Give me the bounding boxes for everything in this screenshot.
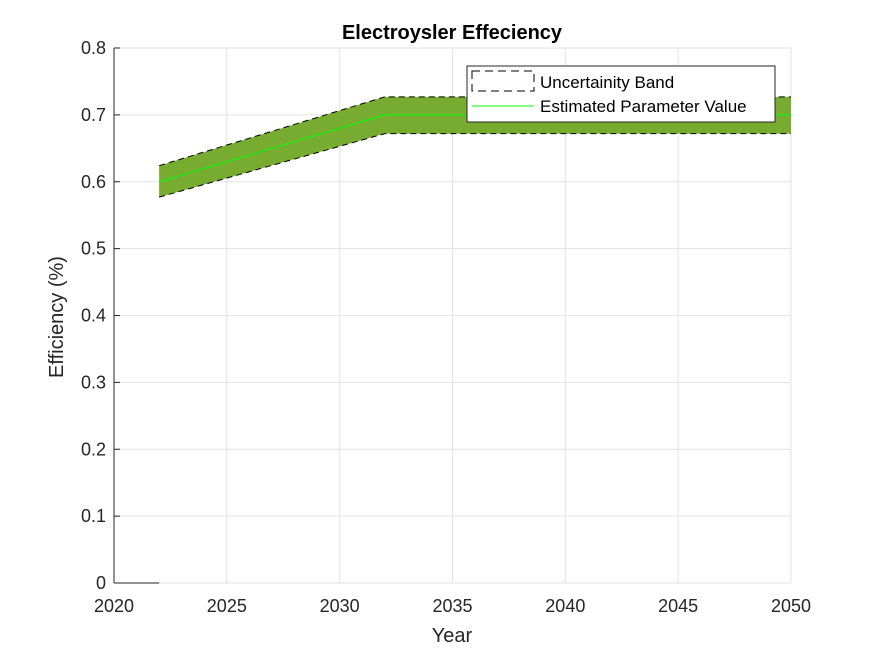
- x-tick-label: 2020: [94, 596, 134, 616]
- legend-label-band: Uncertainity Band: [540, 73, 674, 92]
- legend-swatch-band: [471, 70, 535, 92]
- x-tick-label: 2025: [207, 596, 247, 616]
- x-tick-label: 2030: [320, 596, 360, 616]
- x-tick-labels: 2020 2025 2030 2035 2040 2045 2050: [94, 596, 811, 616]
- y-tick-label: 0.5: [81, 239, 106, 259]
- y-axis-label: Efficiency (%): [46, 256, 68, 378]
- y-tick-label: 0.3: [81, 372, 106, 392]
- x-tick-label: 2040: [545, 596, 585, 616]
- legend-label-line: Estimated Parameter Value: [540, 97, 747, 116]
- x-tick-label: 2050: [771, 596, 811, 616]
- y-tick-label: 0.1: [81, 506, 106, 526]
- grid: [113, 47, 792, 584]
- x-tick-label: 2035: [432, 596, 472, 616]
- uncertainty-band-lower-edge: [158, 133, 791, 198]
- legend: Uncertainity Band Estimated Parameter Va…: [466, 65, 776, 123]
- y-tick-label: 0.2: [81, 439, 106, 459]
- chart-title: Electroysler Effeciency: [342, 22, 563, 44]
- y-tick-label: 0: [96, 573, 106, 593]
- x-tick-label: 2045: [658, 596, 698, 616]
- x-axis-label: Year: [432, 625, 473, 647]
- y-tick-label: 0.6: [81, 172, 106, 192]
- y-tick-label: 0.8: [81, 38, 106, 58]
- axes: [113, 47, 160, 584]
- y-tick-label: 0.7: [81, 105, 106, 125]
- y-tick-labels: 0 0.1 0.2 0.3 0.4 0.5 0.6 0.7 0.8: [81, 38, 106, 593]
- y-tick-label: 0.4: [81, 306, 106, 326]
- uncertainty-band-upper-edge: [158, 96, 791, 167]
